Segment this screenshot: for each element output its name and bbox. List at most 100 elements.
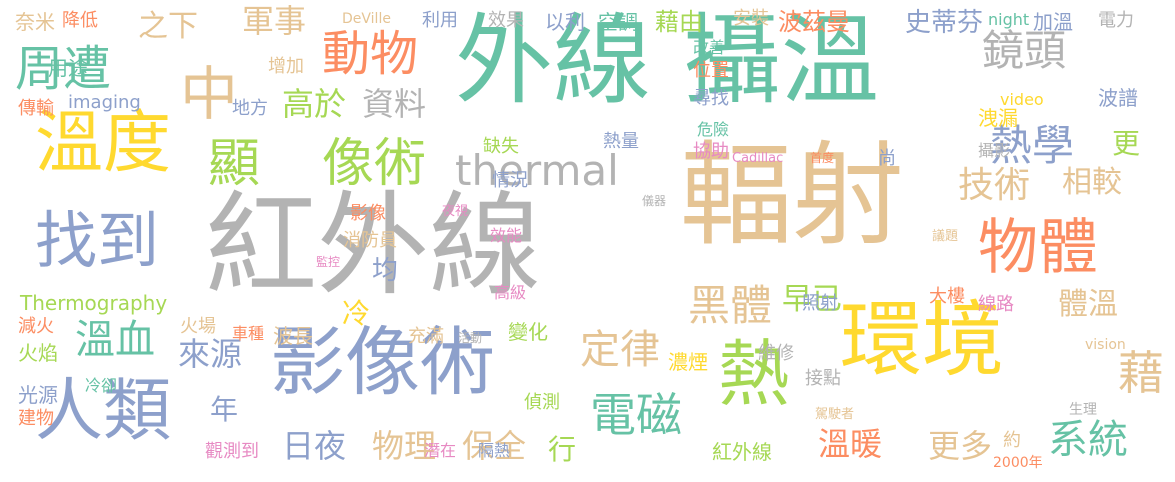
- word: 周遭: [15, 41, 112, 97]
- word: DeVille: [342, 11, 391, 27]
- word: 增加: [268, 56, 304, 77]
- word: thermal: [455, 146, 619, 195]
- word: 火焰: [18, 341, 58, 365]
- word: 年: [210, 393, 239, 426]
- word: 儀器: [642, 194, 667, 208]
- word: 均: [372, 256, 399, 286]
- word: 電力: [1098, 10, 1134, 31]
- word: 協助: [693, 141, 729, 162]
- word: night: [988, 10, 1030, 29]
- word: vision: [1085, 337, 1126, 353]
- word: 定律: [580, 327, 660, 373]
- word: 熱量: [603, 131, 639, 152]
- word: Thermography: [20, 291, 168, 315]
- word: 改善: [693, 38, 726, 57]
- word: 建物: [18, 408, 54, 429]
- word: 影像術: [270, 318, 496, 406]
- word: 降低: [62, 10, 98, 31]
- word: 消防員: [343, 230, 397, 251]
- word: 奈米: [15, 10, 55, 34]
- word: 技術: [958, 165, 1031, 206]
- word: 高級: [494, 283, 527, 302]
- word: 史蒂芬: [905, 8, 984, 38]
- word: 位置: [693, 60, 729, 81]
- word: 安裝: [733, 8, 769, 29]
- word: 約: [1003, 430, 1021, 451]
- word: 系統: [1048, 417, 1128, 463]
- word: 加溫: [1033, 10, 1073, 34]
- word: 相較: [1062, 165, 1122, 200]
- word: 波譜: [1098, 86, 1138, 110]
- word: 溫度: [35, 104, 172, 183]
- word: 維修: [758, 343, 794, 364]
- word: 更多: [928, 427, 993, 465]
- word: 保全: [462, 427, 527, 465]
- word: imaging: [68, 92, 141, 113]
- word: 減火: [18, 316, 54, 337]
- word: 物理: [372, 427, 437, 465]
- word: 之下: [138, 9, 198, 44]
- word: 熱: [718, 332, 791, 416]
- word: 行: [548, 433, 577, 466]
- word: 紅外線: [712, 440, 772, 464]
- word: 火場: [180, 316, 216, 337]
- word: 傳輸: [18, 98, 54, 119]
- word: 充滿: [408, 326, 444, 347]
- word: 潛在: [424, 441, 457, 460]
- word: 找到: [35, 204, 160, 277]
- word: 變化: [508, 320, 548, 344]
- word: 外線: [455, 4, 652, 118]
- word: 中: [180, 60, 239, 128]
- word: 波長: [273, 324, 313, 348]
- word: 來源: [178, 335, 243, 373]
- word: 洩漏: [978, 106, 1018, 130]
- word: video: [1000, 90, 1044, 109]
- word: 像術: [322, 134, 427, 194]
- word: 夜視: [442, 204, 469, 219]
- word: 動物: [322, 26, 419, 82]
- word: 藉: [1118, 346, 1164, 400]
- word: 顯: [208, 134, 261, 194]
- word: 高於: [282, 85, 347, 123]
- word: 體溫: [1058, 287, 1118, 322]
- word: 接點: [805, 368, 841, 389]
- word: 攝溫: [683, 4, 880, 118]
- word: 輻射: [680, 131, 904, 261]
- word: 鏡頭: [982, 26, 1067, 75]
- word: 車種: [232, 324, 265, 343]
- word: 以利: [545, 10, 585, 34]
- word: 偵測: [524, 392, 560, 413]
- word: 尋找: [693, 88, 729, 109]
- word: 環境: [840, 293, 1005, 388]
- word: 監控: [316, 255, 341, 269]
- word: 影像: [350, 203, 386, 224]
- word: 情況: [492, 170, 528, 191]
- word: 資料: [362, 85, 427, 123]
- word: 效果: [488, 10, 524, 31]
- word: 效能: [490, 226, 523, 245]
- word: 地方: [232, 98, 268, 119]
- word: 軍事: [242, 2, 307, 40]
- word: 更: [1112, 127, 1141, 160]
- word: 黑體: [688, 281, 773, 330]
- word: 照射: [802, 293, 838, 314]
- word: 空調: [598, 10, 638, 34]
- word: 溫血: [75, 317, 155, 363]
- word: 冷: [342, 297, 371, 330]
- word: 危險: [697, 120, 730, 139]
- word: 缺失: [483, 136, 519, 157]
- word: 利用: [422, 10, 458, 31]
- word: 用途: [48, 56, 88, 80]
- word: 大樓: [929, 286, 965, 307]
- word: 生理: [1069, 402, 1097, 418]
- word: 活動: [458, 331, 483, 345]
- word: 日夜: [282, 427, 347, 465]
- word: 紅外線: [205, 181, 541, 311]
- word: 早已: [782, 282, 842, 317]
- word: 波茲曼: [778, 8, 850, 36]
- word: 議題: [932, 229, 959, 244]
- word: 物體: [978, 213, 1098, 283]
- word: 熱學: [990, 121, 1075, 170]
- word: 尚: [878, 148, 896, 169]
